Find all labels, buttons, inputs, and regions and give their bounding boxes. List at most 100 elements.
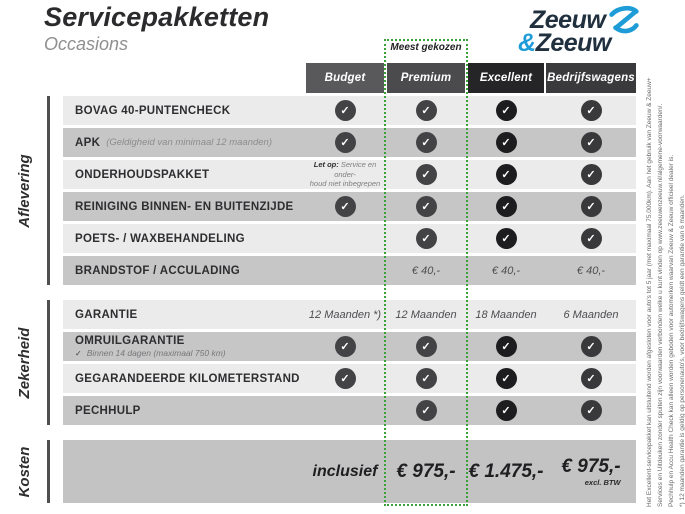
section-label-aflevering: Aflevering (16, 154, 33, 228)
disclaimer-line: Pechhulp en Accu Health Check kan alleen… (668, 154, 676, 507)
cell-premium: 12 Maanden (395, 308, 457, 321)
cell-bedrijfswagens: ✓ (546, 332, 636, 361)
cell-budget: Let op: Service en onder- houd niet inbe… (306, 160, 384, 189)
check-icon: ✓ (415, 336, 437, 357)
check-icon: ✓ (580, 228, 602, 249)
cell-bedrijfswagens: € 975,- excl. BTW (546, 440, 636, 503)
title-block: Servicepakketten Occasions (44, 2, 269, 55)
row-label: BRANDSTOF / ACCULADING (75, 264, 241, 277)
cell-bedrijfswagens: 6 Maanden (563, 308, 619, 321)
logo-ampersand: & (518, 29, 536, 57)
cell-budget: ✓ (306, 332, 384, 361)
check-icon: ✓ (415, 196, 437, 217)
column-header-excellent: Excellent (468, 63, 544, 93)
meest-gekozen-badge: Meest gekozen (390, 42, 462, 53)
row-apk: APK (Geldigheid van minimaal 12 maanden)… (63, 128, 636, 157)
check-icon: ✓ (334, 336, 356, 357)
logo-z-swoosh-icon (609, 5, 639, 34)
cell-excellent: ✓ (468, 128, 544, 157)
check-icon: ✓ (415, 400, 437, 421)
check-icon: ✓ (495, 336, 517, 357)
check-icon: ✓ (415, 100, 437, 121)
row-bovag-40-puntencheck: BOVAG 40-PUNTENCHECK ✓ ✓ ✓ ✓ (63, 96, 636, 125)
cell-budget: ✓ (306, 128, 384, 157)
check-icon: ✓ (495, 400, 517, 421)
legal-disclaimer: Het Excellent-servicepakket kan uitsluit… (644, 10, 685, 507)
cell-premium: ✓ (387, 96, 465, 125)
cell-budget: ✓ (306, 96, 384, 125)
check-icon: ✓ (495, 100, 517, 121)
check-icon: ✓ (495, 164, 517, 185)
row-garantie: GARANTIE 12 Maanden *) 12 Maanden 18 Maa… (63, 300, 636, 329)
row-subnote: ✓ Binnen 14 dagen (maximaal 750 km) (75, 348, 226, 358)
row-label: ONDERHOUDSPAKKET (75, 168, 210, 181)
row-label: APK (75, 136, 101, 149)
row-note: (Geldigheid van minimaal 12 maanden) (106, 137, 273, 148)
cell-premium: € 975,- (387, 440, 465, 503)
row-label: POETS- / WAXBEHANDELING (75, 232, 245, 245)
check-icon: ✓ (495, 132, 517, 153)
cell-bedrijfswagens: ✓ (546, 224, 636, 253)
small-check-icon: ✓ (75, 348, 82, 358)
cell-premium: ✓ (387, 160, 465, 189)
column-header-bedrijfswagens: Bedrijfswagens (546, 63, 636, 93)
check-icon: ✓ (580, 132, 602, 153)
page-title: Servicepakketten (44, 2, 270, 32)
row-kosten: inclusief € 975,- € 1.475,- € 975,- excl… (63, 440, 636, 503)
check-icon: ✓ (334, 196, 356, 217)
row-gegarandeerde-kilometerstand: GEGARANDEERDE KILOMETERSTAND ✓ ✓ ✓ ✓ (63, 364, 636, 393)
cell-budget (306, 396, 384, 425)
cell-excellent: € 1.475,- (468, 440, 544, 503)
cell-premium: ✓ (387, 192, 465, 221)
cell-premium: ✓ (387, 332, 465, 361)
check-icon: ✓ (580, 196, 602, 217)
btw-note: excl. BTW (584, 478, 621, 487)
check-icon: ✓ (334, 132, 356, 153)
cell-excellent: ✓ (468, 192, 544, 221)
cell-premium: ✓ (387, 396, 465, 425)
cell-excellent: € 40,- (491, 264, 521, 277)
logo-word-1: Zeeuw (530, 5, 606, 34)
cell-budget (306, 256, 384, 285)
kosten-section-bar (47, 440, 50, 503)
cell-bedrijfswagens: € 40,- (576, 264, 606, 277)
price-inclusief: inclusief (312, 462, 378, 480)
row-label: GEGARANDEERDE KILOMETERSTAND (75, 372, 300, 385)
row-poets-wax: POETS- / WAXBEHANDELING ✓ ✓ ✓ (63, 224, 636, 253)
check-icon: ✓ (415, 164, 437, 185)
cell-bedrijfswagens: ✓ (546, 396, 636, 425)
row-omruilgarantie: OMRUILGARANTIE ✓ Binnen 14 dagen (maxima… (63, 332, 636, 361)
check-icon: ✓ (580, 100, 602, 121)
cell-excellent: ✓ (468, 160, 544, 189)
cell-budget (306, 224, 384, 253)
column-header-premium: Premium (387, 63, 465, 93)
check-icon: ✓ (495, 368, 517, 389)
page-subtitle: Occasions (44, 34, 129, 54)
table-header: Budget Premium Excellent Bedrijfswagens (63, 63, 636, 93)
check-icon: ✓ (580, 336, 602, 357)
check-icon: ✓ (495, 228, 517, 249)
cell-premium: ✓ (387, 128, 465, 157)
check-icon: ✓ (415, 368, 437, 389)
cell-bedrijfswagens: ✓ (546, 128, 636, 157)
cell-bedrijfswagens: ✓ (546, 192, 636, 221)
row-label: OMRUILGARANTIE (75, 335, 185, 347)
check-icon: ✓ (580, 164, 602, 185)
zeeuw-zeeuw-logo: Zeeuw &Zeeuw (518, 4, 648, 58)
cell-excellent: ✓ (468, 224, 544, 253)
cell-bedrijfswagens: ✓ (546, 96, 636, 125)
disclaimer-line: Het Excellent-servicepakket kan uitsluit… (646, 77, 653, 507)
row-label: GARANTIE (75, 308, 138, 321)
section-label-zekerheid: Zekerheid (16, 327, 33, 399)
row-label: PECHHULP (75, 404, 141, 417)
cell-premium: € 40,- (411, 264, 441, 277)
cell-excellent: ✓ (468, 96, 544, 125)
price-premium: € 975,- (396, 460, 456, 482)
check-icon: ✓ (415, 228, 437, 249)
price-excellent: € 1.475,- (468, 460, 544, 482)
row-onderhoudspakket: ONDERHOUDSPAKKET Let op: Service en onde… (63, 160, 636, 189)
cell-bedrijfswagens: ✓ (546, 364, 636, 393)
cell-budget: ✓ (306, 364, 384, 393)
budget-exclusion-note: Let op: Service en onder- houd niet inbe… (309, 159, 381, 189)
